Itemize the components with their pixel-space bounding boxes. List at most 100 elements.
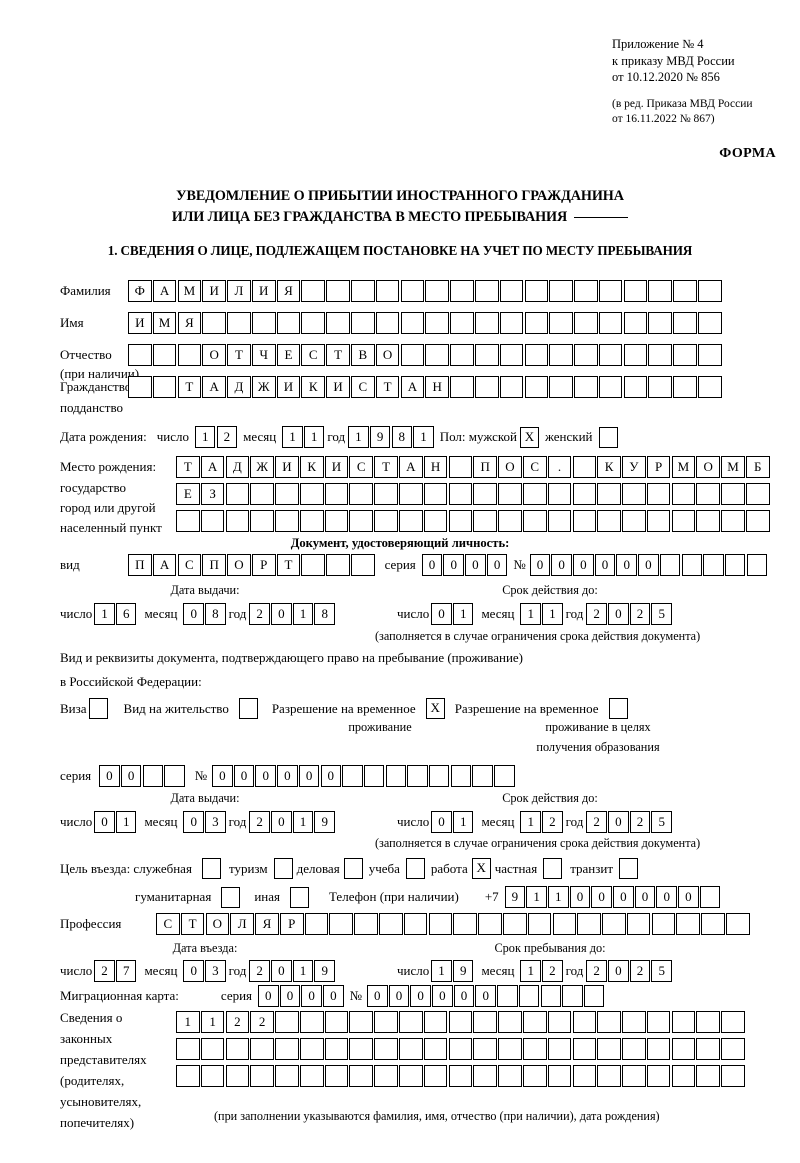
char-cell[interactable]: [547, 1011, 572, 1033]
char-cell[interactable]: 0: [551, 554, 572, 576]
char-cell[interactable]: [549, 344, 573, 366]
char-cell[interactable]: [423, 1011, 448, 1033]
char-cell[interactable]: Р: [279, 913, 304, 935]
char-cell[interactable]: [498, 1065, 522, 1087]
char-cell[interactable]: [622, 483, 646, 505]
char-cell[interactable]: Т: [326, 344, 350, 366]
char-cell[interactable]: [696, 1011, 720, 1033]
char-cell[interactable]: К: [301, 376, 326, 398]
digit-cell[interactable]: 1: [115, 811, 137, 833]
digit-cell[interactable]: 8: [205, 603, 226, 625]
digit-cell[interactable]: 0: [94, 811, 115, 833]
char-cell[interactable]: [623, 344, 648, 366]
char-cell[interactable]: 0: [421, 554, 443, 576]
char-cell[interactable]: [524, 280, 549, 302]
char-cell[interactable]: [522, 1038, 547, 1060]
char-cell[interactable]: [176, 1038, 200, 1060]
char-cell[interactable]: [572, 483, 597, 505]
char-cell[interactable]: [671, 483, 696, 505]
char-cell[interactable]: [474, 280, 499, 302]
char-cell[interactable]: [572, 1065, 597, 1087]
char-cell[interactable]: [721, 483, 745, 505]
char-cell[interactable]: [522, 510, 547, 532]
char-cell[interactable]: [428, 913, 453, 935]
char-cell[interactable]: [574, 344, 598, 366]
char-cell[interactable]: [597, 1038, 621, 1060]
char-cell[interactable]: [152, 344, 177, 366]
digit-cell[interactable]: 1: [282, 426, 303, 448]
char-cell[interactable]: [502, 913, 527, 935]
char-cell[interactable]: А: [399, 456, 423, 478]
char-cell[interactable]: Т: [180, 913, 205, 935]
char-cell[interactable]: [745, 483, 770, 505]
char-cell[interactable]: [522, 1065, 547, 1087]
char-cell[interactable]: Р: [646, 456, 671, 478]
char-cell[interactable]: [673, 376, 697, 398]
digit-cell[interactable]: 0: [183, 960, 204, 982]
char-cell[interactable]: Л: [230, 913, 254, 935]
digit-cell[interactable]: 1: [520, 960, 541, 982]
char-cell[interactable]: [577, 913, 601, 935]
char-cell[interactable]: Я: [276, 280, 301, 302]
purpose-humanitarian-checkbox[interactable]: [221, 886, 241, 908]
char-cell[interactable]: [324, 483, 349, 505]
char-cell[interactable]: [403, 913, 428, 935]
char-cell[interactable]: П: [202, 554, 226, 576]
char-cell[interactable]: 0: [410, 985, 431, 1007]
char-cell[interactable]: [450, 312, 474, 334]
char-cell[interactable]: [721, 1065, 745, 1087]
char-cell[interactable]: 0: [255, 765, 276, 787]
char-cell[interactable]: [648, 376, 672, 398]
digit-cell[interactable]: 1: [520, 811, 541, 833]
char-cell[interactable]: [494, 765, 515, 787]
char-cell[interactable]: [574, 280, 598, 302]
char-cell[interactable]: 0: [258, 985, 279, 1007]
char-cell[interactable]: [499, 312, 524, 334]
char-cell[interactable]: [227, 312, 251, 334]
char-cell[interactable]: [299, 1038, 324, 1060]
char-cell[interactable]: [351, 554, 375, 576]
char-cell[interactable]: М: [671, 456, 696, 478]
char-cell[interactable]: [400, 312, 425, 334]
char-cell[interactable]: 2: [250, 1011, 274, 1033]
char-cell[interactable]: [572, 1011, 597, 1033]
char-cell[interactable]: [400, 344, 425, 366]
char-cell[interactable]: 0: [638, 554, 659, 576]
digit-cell[interactable]: 9: [314, 960, 335, 982]
char-cell[interactable]: [177, 344, 202, 366]
char-cell[interactable]: [450, 344, 474, 366]
char-cell[interactable]: [423, 510, 448, 532]
char-cell[interactable]: К: [597, 456, 621, 478]
char-cell[interactable]: [721, 1038, 745, 1060]
char-cell[interactable]: Я: [255, 913, 279, 935]
char-cell[interactable]: [399, 1011, 423, 1033]
char-cell[interactable]: [499, 344, 524, 366]
digit-cell[interactable]: 9: [369, 426, 391, 448]
purpose-transit-checkbox[interactable]: [619, 858, 639, 879]
char-cell[interactable]: [646, 1038, 671, 1060]
char-cell[interactable]: [572, 1038, 597, 1060]
digit-cell[interactable]: 2: [249, 603, 270, 625]
char-cell[interactable]: [696, 1065, 720, 1087]
char-cell[interactable]: [276, 312, 301, 334]
char-cell[interactable]: [701, 913, 725, 935]
char-cell[interactable]: [474, 376, 499, 398]
char-cell[interactable]: [574, 376, 598, 398]
char-cell[interactable]: [572, 510, 597, 532]
char-cell[interactable]: М: [152, 312, 177, 334]
digit-cell[interactable]: 1: [194, 426, 216, 448]
char-cell[interactable]: [324, 510, 349, 532]
char-cell[interactable]: [673, 280, 697, 302]
char-cell[interactable]: [299, 1065, 324, 1087]
digit-cell[interactable]: 7: [115, 960, 137, 982]
digit-cell[interactable]: 1: [303, 426, 325, 448]
char-cell[interactable]: [721, 1011, 745, 1033]
char-cell[interactable]: [474, 312, 499, 334]
char-cell[interactable]: [648, 312, 672, 334]
char-cell[interactable]: Т: [177, 376, 202, 398]
digit-cell[interactable]: 2: [249, 811, 270, 833]
char-cell[interactable]: [518, 985, 540, 1007]
char-cell[interactable]: [473, 1065, 497, 1087]
char-cell[interactable]: 0: [298, 765, 320, 787]
char-cell[interactable]: [425, 344, 449, 366]
